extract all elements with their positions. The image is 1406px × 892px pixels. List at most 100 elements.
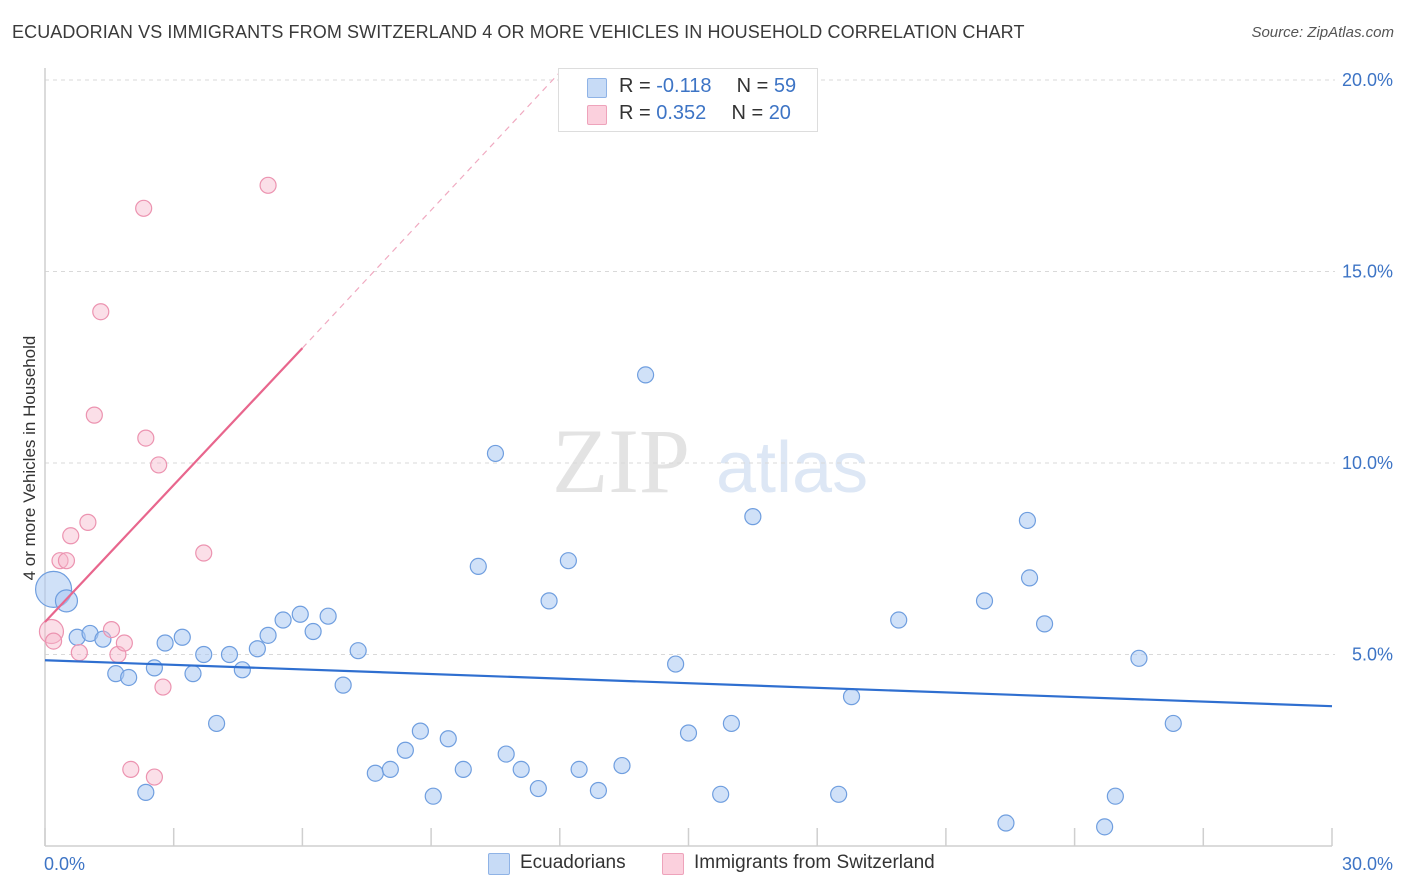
legend-r-value: -0.118 bbox=[656, 75, 712, 97]
ecuadorian-point bbox=[396, 741, 414, 759]
watermark-zip: ZIP bbox=[552, 410, 690, 512]
ecuadorian-point bbox=[120, 668, 138, 687]
ecuadorian-point bbox=[497, 745, 515, 763]
ecuadorian-point bbox=[208, 714, 226, 733]
ecuadorian-point bbox=[712, 785, 730, 803]
data-points bbox=[34, 176, 1182, 836]
switzerland-point bbox=[38, 618, 65, 645]
ecuadorian-point bbox=[349, 642, 367, 660]
legend-n-label: N = bbox=[731, 102, 764, 124]
ecuadorian-point bbox=[381, 760, 399, 779]
switzerland-point bbox=[259, 176, 277, 194]
ecuadorian-point bbox=[559, 552, 577, 570]
switzerland-point bbox=[135, 199, 153, 217]
ecuadorian-point bbox=[529, 779, 547, 798]
y-tick-label: 10.0% bbox=[1342, 453, 1393, 473]
ecuadorian-point bbox=[540, 592, 558, 610]
ecuadorian-point bbox=[1020, 569, 1039, 587]
ecuadorian-point bbox=[145, 659, 163, 677]
ecuadorian-point bbox=[486, 444, 505, 463]
y-axis-title: 4 or more Vehicles in Household bbox=[20, 336, 39, 581]
ecuadorian-point bbox=[259, 626, 277, 644]
ecuadorian-point bbox=[220, 645, 239, 664]
ecuadorian-point bbox=[1106, 787, 1124, 805]
switzerland-point bbox=[62, 527, 80, 545]
ecuadorian-point bbox=[997, 814, 1015, 832]
ecuadorian-point bbox=[1035, 615, 1054, 633]
bottom-legend-swatch-pink bbox=[662, 853, 684, 875]
ecuadorian-point bbox=[469, 557, 487, 576]
switzerland-point bbox=[145, 768, 163, 786]
switzerland-trend-line bbox=[44, 347, 304, 623]
gridlines bbox=[45, 79, 1335, 655]
x-tick-label-min: 0.0% bbox=[44, 854, 85, 874]
switzerland-point bbox=[57, 552, 76, 570]
chart-title: ECUADORIAN VS IMMIGRANTS FROM SWITZERLAN… bbox=[12, 22, 1025, 42]
source-label: Source: ZipAtlas.com bbox=[1251, 24, 1394, 41]
y-tick-label: 20.0% bbox=[1342, 70, 1393, 90]
y-tick-labels: 5.0% 10.0% 15.0% 20.0% bbox=[1342, 70, 1393, 665]
bottom-legend-label-switzerland: Immigrants from Switzerland bbox=[694, 852, 935, 873]
ecuadorian-point bbox=[291, 605, 309, 623]
switzerland-point bbox=[115, 634, 133, 652]
ecuadorian-point bbox=[184, 665, 202, 683]
switzerland-point bbox=[51, 552, 69, 570]
ecuadorian-point bbox=[512, 760, 530, 779]
switzerland-point bbox=[44, 632, 63, 650]
ecuadorian-point bbox=[137, 783, 155, 801]
ecuadorian-point bbox=[890, 611, 908, 629]
switzerland-point bbox=[122, 760, 140, 779]
ecuadorian-point bbox=[319, 607, 337, 625]
ecuadorian-trend-line bbox=[44, 659, 1333, 708]
switzerland-point bbox=[85, 406, 103, 424]
ecuadorian-point bbox=[1096, 818, 1114, 836]
legend-stats-ecuadorians: R = -0.118 N = 59 bbox=[619, 75, 796, 98]
ecuadorian-point bbox=[195, 645, 213, 664]
legend-n-value: 20 bbox=[768, 102, 791, 124]
ecuadorian-point bbox=[454, 760, 472, 779]
correlation-legend: R = -0.118 N = 59 R = 0.352 N = 20 bbox=[558, 68, 818, 132]
legend-swatch-pink bbox=[587, 105, 607, 125]
ecuadorian-point bbox=[589, 781, 608, 800]
switzerland-point bbox=[79, 513, 97, 531]
ecuadorian-point bbox=[366, 764, 384, 782]
legend-n-label: N = bbox=[736, 75, 769, 97]
ecuadorian-point bbox=[156, 634, 174, 652]
trend-lines bbox=[44, 71, 1333, 708]
switzerland-point bbox=[92, 303, 110, 321]
ecuadorian-point bbox=[842, 688, 861, 706]
legend-r-value: 0.352 bbox=[656, 102, 707, 124]
switzerland-trend-extension bbox=[301, 71, 561, 349]
ecuadorian-point bbox=[304, 622, 322, 641]
x-axis-ticks bbox=[44, 828, 1333, 846]
ecuadorian-point bbox=[613, 756, 631, 775]
ecuadorian-point bbox=[274, 611, 292, 629]
switzerland-point bbox=[137, 429, 155, 447]
ecuadorian-point bbox=[830, 785, 848, 803]
switzerland-point bbox=[150, 456, 168, 474]
ecuadorian-point bbox=[248, 640, 266, 658]
switzerland-point bbox=[154, 678, 172, 696]
bottom-legend-label-ecuadorians: Ecuadorians bbox=[520, 852, 626, 873]
ecuadorian-point bbox=[679, 724, 698, 742]
ecuadorian-point bbox=[667, 655, 685, 673]
legend-swatch-blue bbox=[587, 78, 607, 98]
legend-n-value: 59 bbox=[773, 75, 797, 97]
watermark-atlas: atlas bbox=[716, 428, 868, 508]
ecuadorian-point bbox=[722, 714, 741, 733]
ecuadorian-point bbox=[173, 628, 191, 646]
ecuadorian-point bbox=[636, 366, 655, 384]
ecuadorian-point bbox=[744, 508, 762, 526]
ecuadorian-point bbox=[94, 630, 112, 648]
ecuadorian-point bbox=[570, 760, 588, 779]
legend-stats-switzerland: R = 0.352 N = 20 bbox=[619, 102, 791, 125]
ecuadorian-point bbox=[1164, 714, 1182, 733]
ecuadorian-point bbox=[975, 592, 994, 610]
ecuadorian-point bbox=[439, 730, 457, 748]
ecuadorian-point bbox=[1018, 511, 1037, 530]
switzerland-point bbox=[195, 544, 213, 562]
ecuadorian-point bbox=[334, 676, 352, 694]
bottom-legend-swatch-blue bbox=[488, 853, 510, 875]
x-tick-label-max: 30.0% bbox=[1342, 854, 1393, 874]
